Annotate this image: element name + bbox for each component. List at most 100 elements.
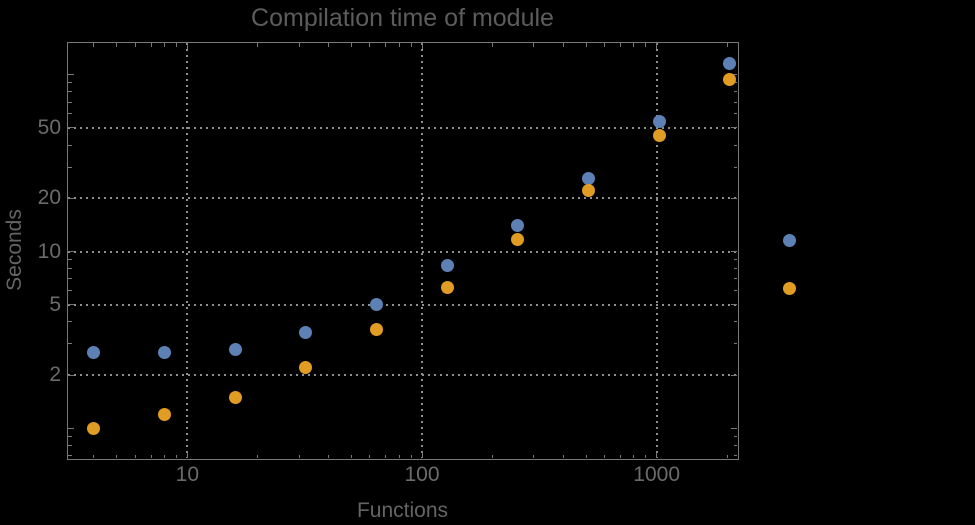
x-tick xyxy=(656,43,658,49)
y-tick xyxy=(731,427,737,429)
x-tick xyxy=(257,454,259,458)
y-tick xyxy=(68,435,72,437)
x-axis-label: Functions xyxy=(356,499,449,522)
x-tick xyxy=(585,43,587,47)
y-tick xyxy=(68,321,72,323)
x-tick xyxy=(726,454,728,458)
x-tick xyxy=(164,43,166,47)
x-tick xyxy=(410,454,412,458)
data-point-series-2 xyxy=(87,421,101,435)
x-gridline xyxy=(655,43,658,458)
y-tick xyxy=(68,374,74,376)
y-gridline xyxy=(68,126,737,129)
y-tick xyxy=(68,268,72,270)
y-gridline xyxy=(68,374,737,377)
x-tick-label: 1000 xyxy=(633,463,680,486)
y-tick xyxy=(68,290,72,292)
y-tick xyxy=(68,113,72,115)
x-tick xyxy=(150,43,152,47)
y-tick xyxy=(733,113,737,115)
y-tick xyxy=(733,82,737,84)
x-tick xyxy=(93,43,95,47)
y-tick xyxy=(733,321,737,323)
data-point-series-2 xyxy=(158,407,172,421)
data-point-series-1 xyxy=(228,342,242,356)
y-tick xyxy=(733,91,737,93)
y-tick xyxy=(733,144,737,146)
y-tick xyxy=(733,268,737,270)
y-tick xyxy=(733,166,737,168)
data-point-series-1 xyxy=(370,298,384,312)
x-tick-label: 10 xyxy=(175,463,200,486)
y-tick xyxy=(733,445,737,447)
plot-title: Compilation time of module xyxy=(251,4,554,32)
data-point-series-1 xyxy=(723,57,737,71)
x-tick xyxy=(398,454,400,458)
y-gridline xyxy=(68,250,737,253)
x-gridline xyxy=(186,43,189,458)
x-tick xyxy=(186,452,188,458)
x-tick xyxy=(421,452,423,458)
data-point-series-1 xyxy=(87,345,101,359)
x-tick xyxy=(134,43,136,47)
y-tick-label: 10 xyxy=(37,239,61,263)
y-tick xyxy=(68,251,74,253)
x-tick xyxy=(619,43,621,47)
x-gridline xyxy=(421,43,423,458)
x-tick xyxy=(633,454,635,458)
y-tick xyxy=(731,304,737,306)
data-point-series-2 xyxy=(723,72,737,86)
y-tick xyxy=(68,91,72,93)
data-point-series-1 xyxy=(652,115,666,129)
y-tick xyxy=(68,427,74,429)
y-tick xyxy=(68,197,74,199)
x-tick xyxy=(421,43,423,49)
y-tick-label: 50 xyxy=(37,115,61,139)
x-tick xyxy=(604,43,606,47)
y-tick xyxy=(733,101,737,103)
x-tick xyxy=(492,454,494,458)
x-tick xyxy=(150,454,152,458)
x-tick xyxy=(116,454,118,458)
y-tick-label: 2 xyxy=(49,363,61,387)
x-tick xyxy=(619,454,621,458)
plot-frame xyxy=(66,41,739,460)
y-tick xyxy=(68,127,74,129)
data-point-series-2 xyxy=(511,232,525,246)
y-tick xyxy=(733,435,737,437)
x-tick xyxy=(369,43,371,47)
x-tick xyxy=(604,454,606,458)
x-tick xyxy=(93,454,95,458)
y-tick xyxy=(68,74,74,76)
x-tick xyxy=(369,454,371,458)
x-tick xyxy=(585,454,587,458)
x-tick xyxy=(633,43,635,47)
x-tick xyxy=(385,454,387,458)
x-tick xyxy=(492,43,494,47)
x-tick xyxy=(116,43,118,47)
y-tick xyxy=(733,290,737,292)
data-point-series-1 xyxy=(158,345,172,359)
x-tick xyxy=(562,43,564,47)
y-tick xyxy=(68,101,72,103)
legend-marker-series-1 xyxy=(783,234,796,247)
x-tick xyxy=(350,454,352,458)
y-tick xyxy=(731,374,737,376)
x-tick xyxy=(726,43,728,47)
y-tick xyxy=(68,144,72,146)
x-tick xyxy=(176,43,178,47)
data-point-series-1 xyxy=(440,259,454,273)
y-tick-label: 5 xyxy=(49,292,61,316)
y-tick xyxy=(68,304,74,306)
x-tick xyxy=(176,454,178,458)
x-tick xyxy=(328,43,330,47)
x-tick xyxy=(328,454,330,458)
y-tick xyxy=(68,259,72,261)
y-tick xyxy=(731,127,737,129)
y-tick xyxy=(68,445,72,447)
data-point-series-2 xyxy=(370,323,384,337)
data-point-series-1 xyxy=(511,219,525,233)
data-point-series-1 xyxy=(299,325,313,339)
x-tick xyxy=(410,43,412,47)
y-gridline xyxy=(68,303,737,306)
